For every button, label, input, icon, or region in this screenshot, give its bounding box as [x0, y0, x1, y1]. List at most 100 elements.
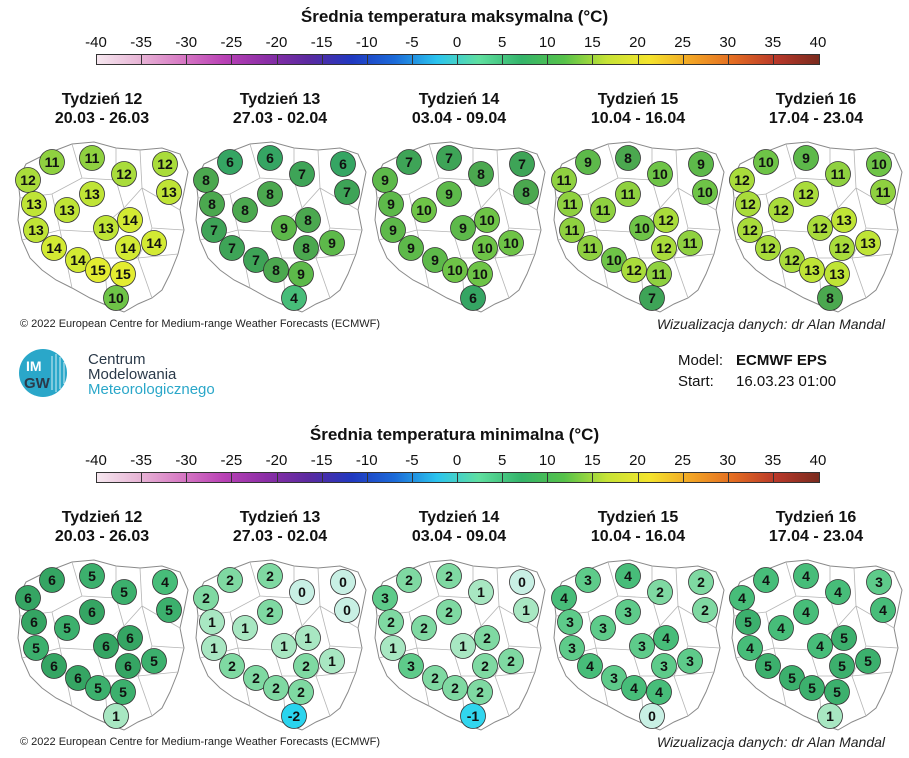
max-temp-marker: 14 [141, 230, 167, 256]
temp-value: 4 [802, 604, 810, 620]
max-temp-marker: 11 [646, 261, 672, 287]
temp-value: 8 [477, 166, 485, 182]
temp-value: 11 [652, 266, 667, 282]
voivodeship-border [71, 143, 125, 209]
min-map-week-3: 2 2 1 0 3 1 2 2 2 1 2 1 3 2 2 2 2 2 -1 Tydzień 14 03.04 - 09… [369, 508, 549, 731]
max-temp-marker: 9 [688, 151, 714, 177]
temp-circle [737, 217, 763, 243]
min-temp-marker: 5 [54, 615, 80, 641]
max-temp-marker: 12 [735, 191, 761, 217]
min-temp-marker: 3 [398, 653, 424, 679]
temp-circle [330, 569, 356, 595]
temp-circle [498, 230, 524, 256]
max-temp-marker: 8 [513, 179, 539, 205]
temp-value: 4 [290, 290, 298, 306]
min-week-title: Tydzień 14 [418, 509, 500, 526]
max-temp-marker: 6 [460, 285, 486, 311]
temp-value: 12 [784, 252, 800, 268]
temp-value: 3 [660, 658, 668, 674]
min-temp-marker: 2 [411, 615, 437, 641]
min-scale-tick [321, 472, 323, 483]
max-map-week-1: 11 11 12 12 12 13 13 13 13 13 14 13 14 14 14 14 15 15 10 Ty… [12, 90, 192, 313]
temp-circle [398, 235, 424, 261]
temp-circle [729, 585, 755, 611]
temp-value: 7 [445, 150, 453, 166]
temp-circle [23, 217, 49, 243]
temp-value: 12 [834, 240, 850, 256]
temp-circle [513, 597, 539, 623]
temp-circle [870, 597, 896, 623]
temp-circle [281, 285, 307, 311]
voivodeship-border [480, 187, 500, 209]
min-temp-marker: 2 [498, 648, 524, 674]
min-scale-label: -15 [310, 452, 333, 469]
temp-value: 2 [431, 670, 439, 686]
voivodeship-border [659, 605, 679, 627]
temp-circle [615, 563, 641, 589]
temp-circle [557, 609, 583, 635]
max-temp-marker: 6 [217, 149, 243, 175]
min-temp-marker: 4 [870, 597, 896, 623]
temp-circle [639, 703, 665, 729]
temp-circle [866, 569, 892, 595]
temp-value: 1 [208, 614, 216, 630]
voivodeship-border [851, 257, 867, 299]
model-info: Model: ECMWF EPS Start: 16.03.23 01:00 [678, 350, 836, 392]
temp-value: 4 [777, 620, 785, 636]
temp-value: 3 [584, 572, 592, 588]
temp-value: 2 [701, 602, 709, 618]
temp-value: 14 [122, 212, 138, 228]
max-scale-tick [276, 54, 278, 65]
temp-value: 7 [228, 240, 236, 256]
min-temp-marker: 2 [217, 567, 243, 593]
temp-value: 7 [648, 290, 656, 306]
max-scale-label: 25 [674, 34, 691, 51]
temp-circle [319, 648, 345, 674]
temp-value: 10 [479, 212, 495, 228]
temp-circle [85, 675, 111, 701]
temp-circle [692, 597, 718, 623]
max-temp-marker: 12 [793, 181, 819, 207]
min-scale-tick [231, 472, 233, 483]
max-temp-marker: 6 [330, 151, 356, 177]
temp-value: 12 [760, 240, 776, 256]
temp-circle [646, 679, 672, 705]
max-temp-marker: 12 [779, 247, 805, 273]
max-temp-marker: 8 [817, 285, 843, 311]
temp-value: 8 [266, 186, 274, 202]
temp-circle [79, 599, 105, 625]
temp-value: 6 [88, 604, 96, 620]
max-temp-marker: 11 [615, 181, 641, 207]
temp-circle [201, 217, 227, 243]
max-temp-marker: 13 [799, 257, 825, 283]
min-map-week-5: 4 4 4 3 4 4 5 4 4 4 5 4 5 5 5 5 5 5 1 Tydzień 16 17.04 - 23.… [726, 508, 906, 731]
voivodeship-border [659, 187, 679, 209]
temp-value: 2 [481, 658, 489, 674]
temp-value: 4 [834, 584, 842, 600]
temp-circle [288, 261, 314, 287]
temp-circle [692, 179, 718, 205]
max-scale-label: 0 [452, 34, 462, 51]
min-scale-label: -20 [265, 452, 288, 469]
max-week-title: Tydzień 14 [418, 91, 500, 108]
voivodeship-border [673, 675, 689, 717]
max-scale-tick [547, 54, 549, 65]
temp-circle [829, 653, 855, 679]
temp-circle [472, 653, 498, 679]
temp-circle [232, 197, 258, 223]
temp-circle [799, 257, 825, 283]
temp-value: 5 [864, 653, 872, 669]
temp-value: 2 [202, 590, 210, 606]
temp-value: 8 [624, 150, 632, 166]
max-scale-label: 5 [497, 34, 507, 51]
max-temp-marker: 13 [54, 197, 80, 223]
min-temp-marker: 2 [442, 675, 468, 701]
temp-value: 7 [210, 222, 218, 238]
min-temp-marker: 2 [293, 653, 319, 679]
max-scale-label: -10 [355, 34, 378, 51]
max-scale-label: -20 [265, 34, 288, 51]
temp-circle [115, 235, 141, 261]
